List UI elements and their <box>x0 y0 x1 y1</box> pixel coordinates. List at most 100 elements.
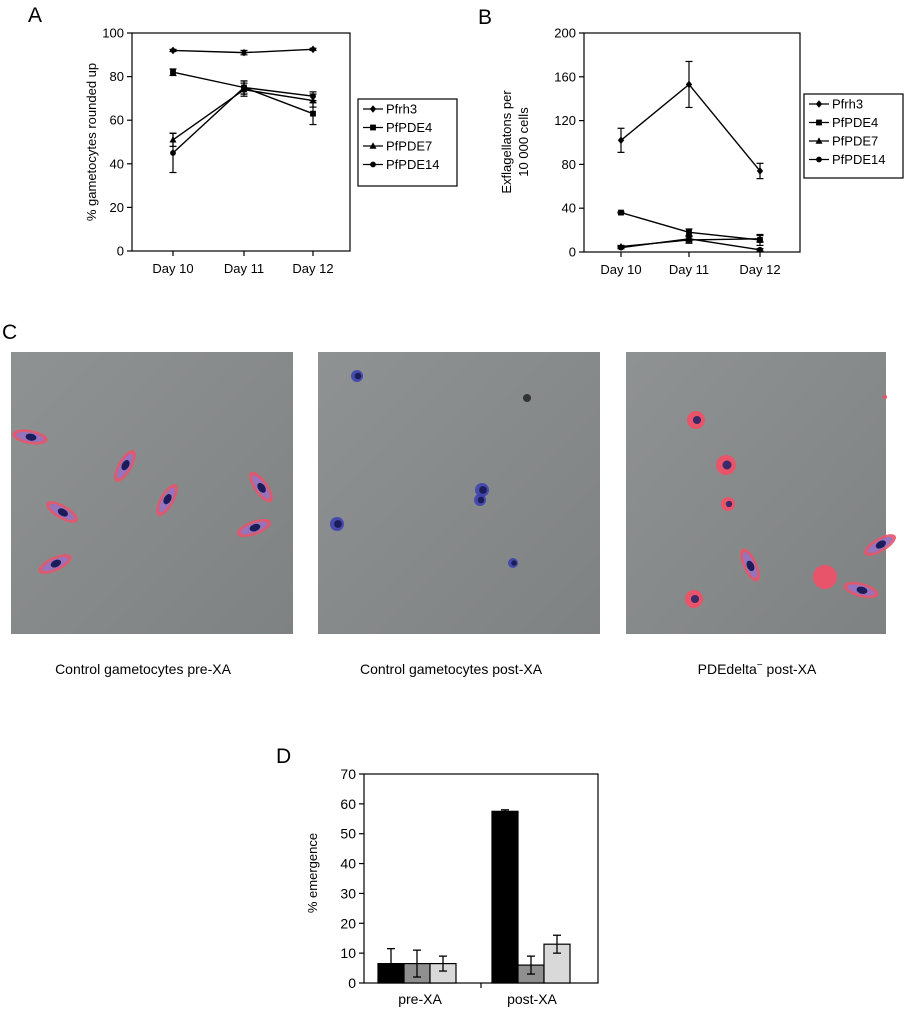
caption-3-sup: − <box>757 660 763 671</box>
nucleus <box>875 540 886 549</box>
y-tick-label: 40 <box>110 156 124 171</box>
chart-a-ylabel: % gametocytes rounded up <box>84 63 99 221</box>
debris <box>523 394 531 402</box>
nucleus <box>121 460 130 471</box>
data-point <box>310 93 316 100</box>
y-tick-label: 0 <box>117 244 124 259</box>
nucleus <box>692 415 702 425</box>
legend-marker <box>816 119 822 126</box>
data-point <box>618 209 624 216</box>
legend-box <box>357 98 458 187</box>
gametocyte-cell <box>46 501 78 523</box>
nucleus <box>354 372 362 380</box>
legend-label: PfPDE7 <box>386 139 432 154</box>
gametocyte-cell <box>249 471 273 503</box>
micrograph-2 <box>318 352 600 634</box>
y-tick-label: 30 <box>340 885 356 901</box>
data-point <box>170 69 176 76</box>
series-line-pfpde7 <box>172 88 314 141</box>
nucleus <box>50 559 62 568</box>
micrograph-panel: Control gametocytes pre-XA Control gamet… <box>11 352 896 677</box>
nucleus <box>690 594 700 604</box>
data-point <box>686 235 692 242</box>
micrograph-3 <box>626 352 896 634</box>
data-point <box>685 80 693 89</box>
bar <box>491 810 519 984</box>
legend-label: PfPDE4 <box>386 120 432 135</box>
caption-1: Control gametocytes pre-XA <box>55 661 232 677</box>
nucleus <box>249 523 261 532</box>
caption-2: Control gametocytes post-XA <box>360 661 543 677</box>
panel-label-b: B <box>478 6 492 29</box>
legend-label: PfPDE7 <box>832 134 878 149</box>
legend-label: PfPDE14 <box>386 157 439 172</box>
data-point <box>618 244 624 251</box>
nucleus <box>477 496 485 504</box>
data-point <box>309 45 317 54</box>
chart-b-ylabel-line2: 10 000 cells <box>516 107 531 177</box>
x-tick-label: Day 10 <box>600 262 641 277</box>
legend-label: PfPDE4 <box>832 115 878 130</box>
gametocyte-cell <box>12 429 48 445</box>
gametocyte-cell <box>740 548 760 582</box>
data-point <box>310 110 316 117</box>
legend-label: PfPDE14 <box>832 152 885 167</box>
panel-label-c: C <box>2 321 17 344</box>
data-point <box>756 235 764 242</box>
y-tick-label: 20 <box>110 200 124 215</box>
legend-box <box>803 93 904 179</box>
chart-b-ylabel-line1: Exflagellatons per <box>499 90 514 194</box>
chart-b-frame <box>583 32 801 253</box>
y-tick-label: 50 <box>340 826 356 842</box>
y-tick-label: 40 <box>340 856 356 872</box>
x-tick-label: post-XA <box>507 991 557 1007</box>
rounded-cell <box>813 565 837 589</box>
data-point <box>169 46 177 55</box>
data-point <box>240 48 248 57</box>
nucleus <box>25 433 37 441</box>
panel-label-d: D <box>276 745 291 768</box>
nucleus <box>163 494 172 505</box>
legend-marker <box>370 124 376 131</box>
data-point <box>617 136 625 145</box>
legend-marker <box>816 156 822 163</box>
caption-3: PDEdelta− post-XA <box>698 660 817 677</box>
panel-label-a: A <box>28 4 42 27</box>
chart-d-ylabel: % emergence <box>305 833 320 913</box>
y-tick-label: 70 <box>340 766 356 782</box>
legend-marker <box>369 105 377 113</box>
nucleus <box>511 560 517 566</box>
chart-a-frame <box>131 32 351 252</box>
nucleus <box>746 560 755 572</box>
gametocyte-cell <box>236 518 272 538</box>
chart-a: % gametocytes rounded up 0 20 40 60 80 100 Day… <box>84 26 458 276</box>
y-tick-label: 0 <box>569 245 576 260</box>
legend-marker <box>815 137 823 144</box>
caption-3-tail: post-XA <box>763 661 817 677</box>
nucleus <box>57 508 68 517</box>
gametocyte-cell <box>114 450 136 482</box>
y-tick-label: 10 <box>340 945 356 961</box>
y-tick-label: 60 <box>110 113 124 128</box>
legend-label: Pfrh3 <box>386 102 417 117</box>
y-tick-label: 160 <box>554 69 576 84</box>
y-tick-label: 60 <box>340 796 356 812</box>
y-tick-label: 40 <box>562 201 576 216</box>
nucleus <box>856 586 868 594</box>
nucleus <box>334 520 342 528</box>
y-tick-label: 20 <box>340 915 356 931</box>
x-tick-label: Day 12 <box>739 262 780 277</box>
nucleus <box>257 482 266 493</box>
caption-3-main: PDEdelta <box>698 661 757 677</box>
data-point <box>757 246 763 253</box>
legend-marker <box>815 100 823 108</box>
y-tick-label: 0 <box>348 975 356 991</box>
gametocyte-cell <box>156 484 178 516</box>
data-point <box>686 229 692 236</box>
chart-b: Exflagellatons per 10 000 cells 0 40 80 120… <box>499 26 904 277</box>
nucleus <box>725 500 733 508</box>
y-tick-label: 80 <box>110 69 124 84</box>
legend-marker <box>370 161 376 168</box>
chart-d: % emergence 0 10 20 30 40 50 60 70 pre-XA post-XA <box>305 766 599 1007</box>
rounded-cell <box>883 395 887 399</box>
